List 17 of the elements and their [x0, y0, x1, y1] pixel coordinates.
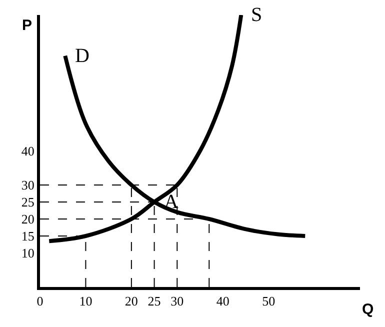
- y-tick-label: 20: [21, 212, 34, 227]
- y-axis-title: P: [22, 17, 32, 34]
- x-tick-label: 25: [148, 294, 161, 309]
- x-tick-label: 10: [79, 294, 92, 309]
- y-tick-label: 25: [21, 194, 34, 210]
- x-tick-label: 50: [262, 294, 276, 309]
- x-tick-label: 20: [124, 294, 138, 309]
- x-tick-label: 0: [36, 294, 44, 309]
- y-tick-label: 40: [21, 144, 34, 159]
- annotation: S: [251, 4, 262, 26]
- y-tick-label: 15: [21, 228, 34, 244]
- annotation: D: [75, 45, 90, 67]
- x-axis-title: Q: [362, 301, 374, 318]
- y-tick-label: 30: [21, 178, 34, 193]
- x-tick-label: 30: [170, 294, 184, 309]
- x-tick-label: 40: [216, 294, 230, 309]
- y-tick-label: 10: [21, 246, 34, 261]
